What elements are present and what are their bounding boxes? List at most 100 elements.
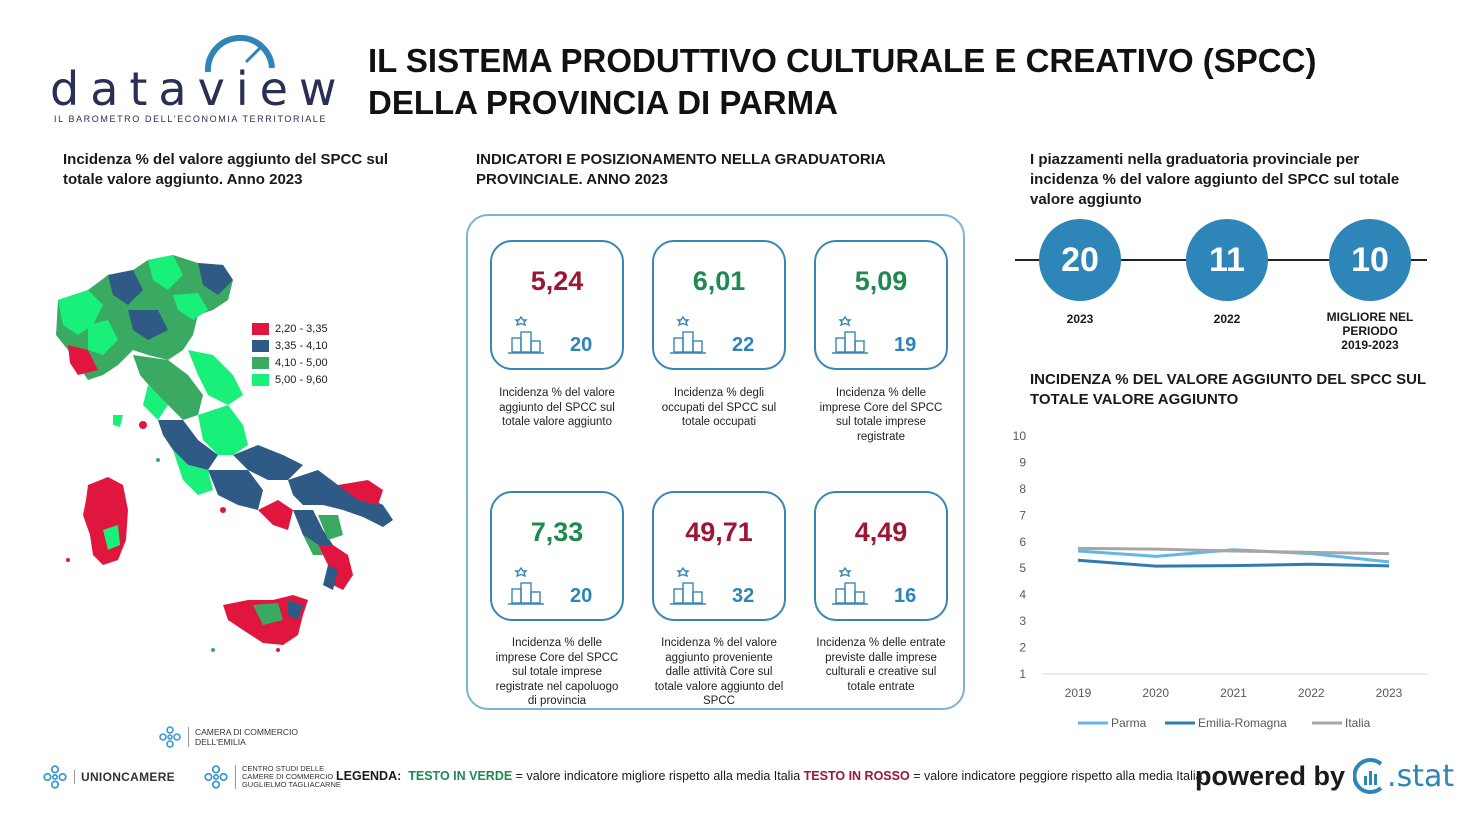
chart-y-tick-label: 3 xyxy=(1019,614,1026,628)
indicator-card: 5,24 20 xyxy=(490,240,624,370)
map-legend-swatch xyxy=(252,322,269,335)
camera-commercio-emilia-logo: CAMERA DI COMMERCIO DELL'EMILIA xyxy=(158,725,298,749)
chart-legend-label: Italia xyxy=(1345,716,1371,730)
page-title-line1: IL SISTEMA PRODUTTIVO CULTURALE E CREATI… xyxy=(368,42,1317,79)
placement-label-line: 2019-2023 xyxy=(1341,338,1399,352)
map-legend-swatch xyxy=(252,339,269,352)
indicator-description-line: registrate nel capoluogo xyxy=(495,680,619,693)
chart-series-line-italia xyxy=(1077,546,1390,556)
indicator-rank: 20 xyxy=(570,334,593,356)
indicators-title-line1: INDICATORI E POSIZIONAMENTO NELLA GRADUA… xyxy=(476,151,886,168)
indicator-card: 49,71 32 xyxy=(652,491,786,621)
map-legend-item: 3,35 - 4,10 xyxy=(252,337,328,354)
indicator-value: 6,01 xyxy=(692,266,746,296)
chart-legend-label: Parma xyxy=(1111,716,1147,730)
page-title-line2: DELLA PROVINCIA DI PARMA xyxy=(368,84,838,121)
indicator-card: 6,01 22 xyxy=(652,240,786,370)
placement-label: 2022 xyxy=(1177,312,1277,326)
indicator-description: Incidenza % degli occupati del SPCC sul to… xyxy=(649,386,789,430)
indicator-value: 5,24 xyxy=(530,266,584,296)
camera-commercio-icon xyxy=(159,726,181,748)
indicator-value: 4,49 xyxy=(854,517,908,547)
indicator-description: Incidenza % delle imprese Core del SPCC su… xyxy=(487,636,627,709)
map-section-title: Incidenza % del valore aggiunto del SPCC… xyxy=(63,150,388,190)
indicator-description-line: Incidenza % delle xyxy=(835,387,927,399)
footer-legend: LEGENDA: TESTO IN VERDE = valore indicat… xyxy=(336,769,1203,783)
powered-by-cstat: powered by .stat xyxy=(1195,756,1454,796)
indicator-card: 5,09 19 xyxy=(814,240,948,370)
indicator-description-line: sul totale imprese xyxy=(835,416,927,428)
indicators-panel: 5,24 20 Incidenza % del valore aggiunto del… xyxy=(466,214,965,710)
placement-circle: 10 xyxy=(1329,219,1411,301)
incidenza-line-chart: 1 2 3 4 5 6 7 8 9 10 2019 2020 2021 2022 2023 Parma Emil… xyxy=(1013,429,1428,730)
podium-icon xyxy=(666,312,710,356)
indicator-description: Incidenza % del valore aggiunto provenien… xyxy=(649,636,789,709)
map-legend-item: 5,00 - 9,60 xyxy=(252,371,328,388)
chart-title-line1: INCIDENZA % DEL VALORE AGGIUNTO DEL SPCC… xyxy=(1030,371,1427,388)
indicator-card: 7,33 20 xyxy=(490,491,624,621)
tagliacarne-line2: CAMERE DI COMMERCIO xyxy=(241,772,334,781)
page-title: IL SISTEMA PRODUTTIVO CULTURALE E CREATI… xyxy=(368,40,1316,124)
indicator-description-line: Incidenza % delle entrate xyxy=(816,637,946,649)
logo-wordmark: dataview xyxy=(50,62,348,116)
indicator-description-line: aggiunto proveniente xyxy=(665,651,773,664)
indicator-description-line: totale valore aggiunto xyxy=(502,416,612,428)
footer-legend-red: TESTO IN ROSSO xyxy=(803,769,910,783)
indicator-rank: 32 xyxy=(732,585,755,607)
indicator-description-line: dalle attività Core sul xyxy=(665,666,773,678)
cstat-logo: .stat xyxy=(1353,756,1454,796)
chart-x-tick-label: 2021 xyxy=(1220,686,1247,700)
indicators-section-title: INDICATORI E POSIZIONAMENTO NELLA GRADUA… xyxy=(476,150,886,190)
chart-y-tick-label: 9 xyxy=(1019,455,1026,469)
chart-y-tick-label: 8 xyxy=(1019,482,1026,496)
placements-title-line3: valore aggiunto xyxy=(1030,191,1142,208)
footer-legend-green-desc: = valore indicatore migliore rispetto al… xyxy=(512,769,804,783)
placement-label-line: PERIODO xyxy=(1342,324,1398,338)
placements-section-title: I piazzamenti nella graduatoria provinci… xyxy=(1030,150,1399,210)
indicator-description-line: totale entrate xyxy=(847,680,915,693)
podium-icon xyxy=(828,312,872,356)
map-title-line2: totale valore aggiunto. Anno 2023 xyxy=(63,171,303,188)
chart-y-tick-label: 6 xyxy=(1019,535,1026,549)
indicator-value: 49,71 xyxy=(685,517,753,547)
indicator-description-line: imprese Core del SPCC xyxy=(819,401,943,414)
indicator-description-line: SPCC xyxy=(703,695,735,707)
map-legend-label: 5,00 - 9,60 xyxy=(275,373,328,386)
chart-y-tick-label: 2 xyxy=(1019,641,1026,655)
footer-legend-red-desc: = valore indicatore peggiore rispetto al… xyxy=(909,769,1203,783)
placement-circle: 20 xyxy=(1039,219,1121,301)
podium-icon xyxy=(666,563,710,607)
indicator-description-line: occupati del SPCC sul xyxy=(661,401,777,414)
footer-partner-logos: UNIONCAMERE CENTRO STUDI DELLE CAMERE DI… xyxy=(42,764,341,790)
unioncamere-icon xyxy=(43,765,67,789)
podium-icon xyxy=(828,563,872,607)
podium-icon xyxy=(504,563,548,607)
placement-label-line: 2023 xyxy=(1066,312,1094,326)
powered-by-text: powered by xyxy=(1195,760,1346,791)
camera-commercio-line2: DELL'EMILIA xyxy=(195,737,246,747)
chart-title: INCIDENZA % DEL VALORE AGGIUNTO DEL SPCC… xyxy=(1030,370,1426,410)
footer-legend-label: LEGENDA: xyxy=(336,769,402,783)
placements-title-line2: incidenza % del valore aggiunto del SPCC… xyxy=(1030,171,1400,188)
indicator-rank: 19 xyxy=(894,334,917,356)
indicator-description-line: registrate xyxy=(857,430,905,443)
map-legend-item: 2,20 - 3,35 xyxy=(252,320,328,337)
indicator-rank: 16 xyxy=(894,585,917,607)
map-legend-label: 2,20 - 3,35 xyxy=(275,322,328,335)
indicator-card: 4,49 16 xyxy=(814,491,948,621)
indicator-description-line: aggiunto del SPCC sul xyxy=(499,401,615,414)
indicator-description-line: totale valore aggiunto del xyxy=(654,680,784,693)
tagliacarne-text: CENTRO STUDI DELLE CAMERE DI COMMERCIO G… xyxy=(234,765,341,789)
chart-title-line2: TOTALE VALORE AGGIUNTO xyxy=(1030,391,1239,408)
camera-commercio-line1: CAMERA DI COMMERCIO xyxy=(195,727,298,737)
indicator-rank: 20 xyxy=(570,585,593,607)
camera-commercio-text: CAMERA DI COMMERCIO DELL'EMILIA xyxy=(188,727,298,747)
indicator-value: 5,09 xyxy=(854,266,908,296)
indicator-description-line: previste dalle imprese xyxy=(825,651,937,664)
chart-y-tick-label: 7 xyxy=(1019,508,1026,522)
chart-x-tick-label: 2023 xyxy=(1376,686,1403,700)
indicator-description-line: Incidenza % del valore xyxy=(499,387,615,399)
indicator-description-line: culturali e creative sul xyxy=(825,666,937,678)
map-legend: 2,20 - 3,35 3,35 - 4,10 4,10 - 5,00 5,00 - … xyxy=(252,320,328,388)
map-legend-label: 4,10 - 5,00 xyxy=(275,356,328,369)
